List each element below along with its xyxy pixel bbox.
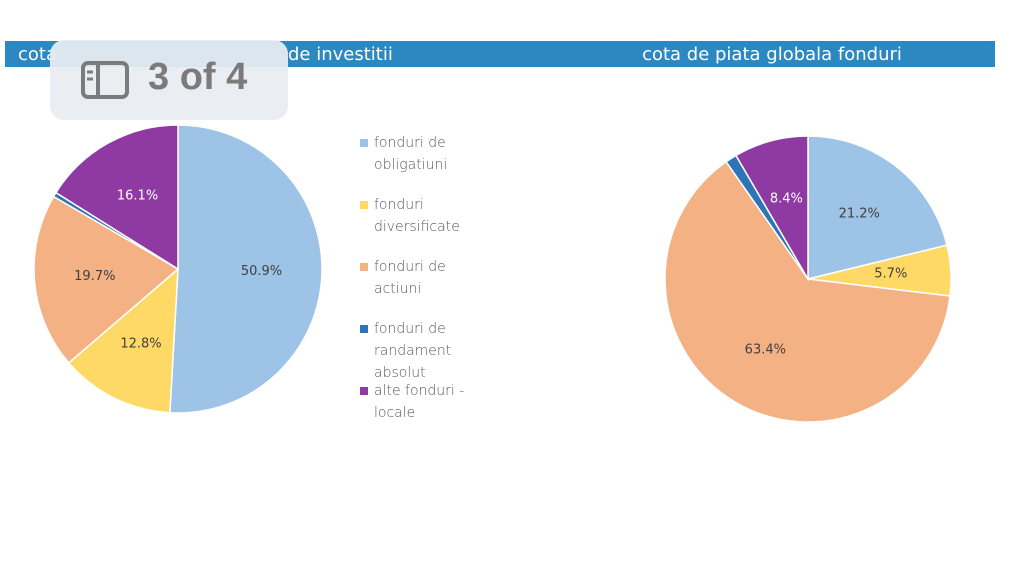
slice-label: 63.4% [745,343,786,358]
legend-item: fonduri de actiuni [360,256,510,300]
legend-swatch [360,387,368,395]
slice-label: 50.9% [241,264,282,279]
pie-slice [169,124,323,414]
slice-label: 16.1% [117,188,158,203]
page-count: 3 of 4 [148,56,248,98]
left-title-start: cota [18,44,57,65]
slice-label: 5.7% [874,267,907,282]
legend-item: fonduri de obligatiuni [360,132,510,176]
right-title: cota de piata globala fonduri [642,44,902,65]
pie-slice [664,160,951,423]
pie-slice [33,195,180,364]
legend-label: fonduri de randament absolut [374,321,452,381]
page-indicator[interactable]: 3 of 4 [50,40,288,120]
pie-slice [807,135,948,280]
pie-slice [67,267,179,414]
pie-slice [54,124,179,271]
legend-item: fonduri de randament absolut [360,318,510,384]
legend-label: fonduri de actiuni [374,259,446,297]
legend-label: fonduri de obligatiuni [374,135,448,173]
slice-label: 8.4% [770,191,803,206]
legend-item: alte fonduri - locale [360,380,510,424]
sidebar-icon [81,61,129,99]
legend-item: fonduri diversificate [360,194,510,238]
legend-swatch [360,201,368,209]
legend-swatch [360,139,368,147]
legend-label: fonduri diversificate [374,197,460,235]
legend-swatch [360,325,368,333]
legend-swatch [360,263,368,271]
slice-label: 12.8% [120,336,161,351]
left-title-end: de investitii [288,44,393,65]
pie-slice [734,135,809,282]
legend-label: alte fonduri - locale [374,383,465,421]
slice-label: 21.2% [839,206,880,221]
slice-label: 19.7% [74,269,115,284]
